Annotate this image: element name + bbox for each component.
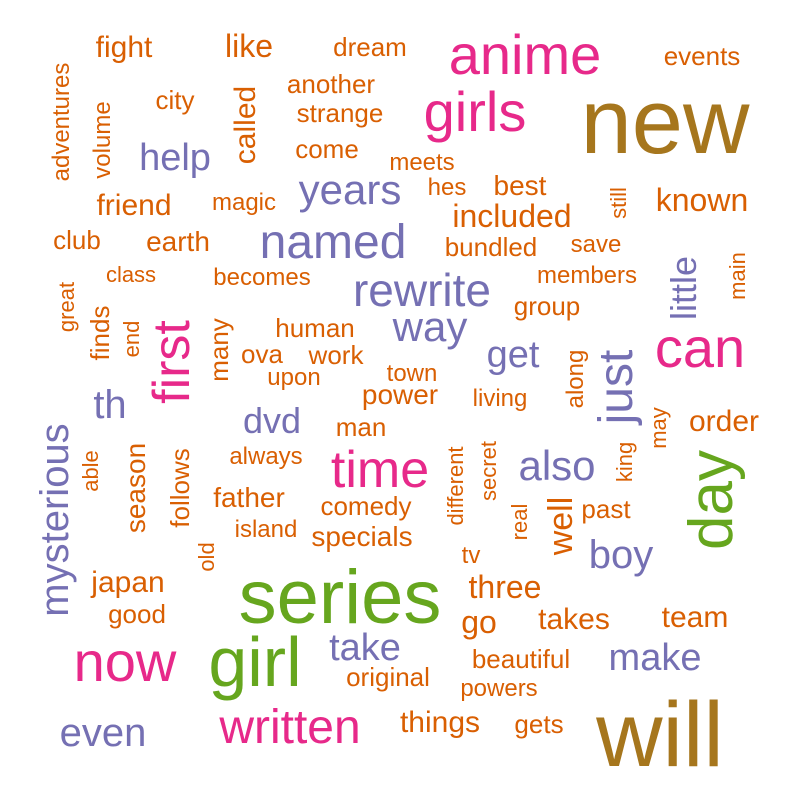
word-known: known <box>655 182 749 218</box>
word-club: club <box>53 225 101 255</box>
word-fight: fight <box>95 31 153 64</box>
word-powers: powers <box>460 675 538 702</box>
word-meets: meets <box>389 149 455 176</box>
word-beautiful: beautiful <box>471 644 571 674</box>
word-team: team <box>661 601 729 634</box>
word-earth: earth <box>146 226 210 257</box>
word-new: new <box>580 71 750 173</box>
word-now: now <box>73 630 177 693</box>
word-tv: tv <box>461 542 481 569</box>
word-events: events <box>663 41 741 71</box>
word-different: different <box>443 446 468 526</box>
word-follows: follows <box>165 448 195 528</box>
word-day: day <box>677 450 746 550</box>
word-named: named <box>259 216 407 269</box>
word-takes: takes <box>538 603 610 636</box>
word-finds: finds <box>85 305 115 361</box>
word-along: along <box>562 349 589 409</box>
word-work: work <box>308 340 364 370</box>
word-group: group <box>513 291 581 321</box>
word-past: past <box>581 494 631 524</box>
word-another: another <box>286 69 376 99</box>
word-girl: girl <box>208 623 302 701</box>
word-hes: hes <box>427 174 467 201</box>
word-father: father <box>213 482 285 513</box>
word-secret: secret <box>476 441 501 501</box>
word-come: come <box>295 134 359 164</box>
word-friend: friend <box>96 189 172 222</box>
word-go: go <box>461 604 497 640</box>
word-will: will <box>596 684 724 786</box>
word-members: members <box>536 262 638 289</box>
word-many: many <box>204 318 234 382</box>
word-main: main <box>725 252 750 300</box>
word-save: save <box>570 231 622 258</box>
word-best: best <box>493 170 547 201</box>
word-city: city <box>155 85 195 115</box>
word-rewrite: rewrite <box>352 264 492 316</box>
word-time: time <box>330 441 430 499</box>
word-girls: girls <box>423 80 527 143</box>
word-also: also <box>518 442 596 489</box>
word-able: able <box>78 450 103 492</box>
word-upon: upon <box>267 364 321 391</box>
word-anime: anime <box>448 23 602 86</box>
word-little: little <box>663 255 704 321</box>
word-real: real <box>507 503 532 541</box>
word-power: power <box>361 379 439 410</box>
word-human: human <box>275 313 355 343</box>
word-three: three <box>468 569 542 605</box>
word-first: first <box>143 320 201 404</box>
word-bundled: bundled <box>444 232 538 262</box>
word-even: even <box>59 711 147 755</box>
word-town: town <box>386 360 438 387</box>
word-included: included <box>452 198 572 234</box>
word-order: order <box>688 405 760 438</box>
word-end: end <box>119 320 144 358</box>
word-ova: ova <box>241 339 283 369</box>
word-becomes: becomes <box>213 264 311 291</box>
word-dvd: dvd <box>242 400 302 441</box>
word-make: make <box>608 637 702 679</box>
word-good: good <box>108 599 166 629</box>
word-volume: volume <box>89 101 116 179</box>
word-king: king <box>612 441 637 483</box>
word-island: island <box>234 516 298 543</box>
word-adventures: adventures <box>48 62 75 182</box>
word-strange: strange <box>296 98 384 128</box>
word-old: old <box>194 542 219 572</box>
word-season: season <box>120 442 151 534</box>
word-take: take <box>329 627 401 669</box>
word-always: always <box>229 443 303 470</box>
word-japan: japan <box>91 566 165 599</box>
word-things: things <box>399 706 481 739</box>
word-still: still <box>606 187 631 219</box>
word-great: great <box>54 281 79 333</box>
word-way: way <box>392 303 468 350</box>
word-gets: gets <box>514 709 564 739</box>
word-living: living <box>472 385 528 412</box>
word-like: like <box>224 28 274 64</box>
word-help: help <box>139 137 211 179</box>
word-dream: dream <box>333 32 407 62</box>
word-well: well <box>542 496 580 556</box>
word-mysterious: mysterious <box>33 423 77 617</box>
word-original: original <box>346 662 430 692</box>
word-magic: magic <box>211 189 277 216</box>
word-may: may <box>646 407 671 449</box>
word-just: just <box>590 349 643 425</box>
word-boy: boy <box>588 533 654 577</box>
word-written: written <box>219 701 361 754</box>
word-class: class <box>105 262 157 287</box>
word-man: man <box>335 412 387 442</box>
word-get: get <box>486 334 540 376</box>
word-comedy: comedy <box>320 491 412 521</box>
word-specials: specials <box>311 521 413 552</box>
word-th: th <box>93 383 127 427</box>
word-years: years <box>298 166 402 213</box>
word-called: called <box>229 85 262 165</box>
word-can: can <box>654 316 746 379</box>
word-series: series <box>238 555 442 640</box>
